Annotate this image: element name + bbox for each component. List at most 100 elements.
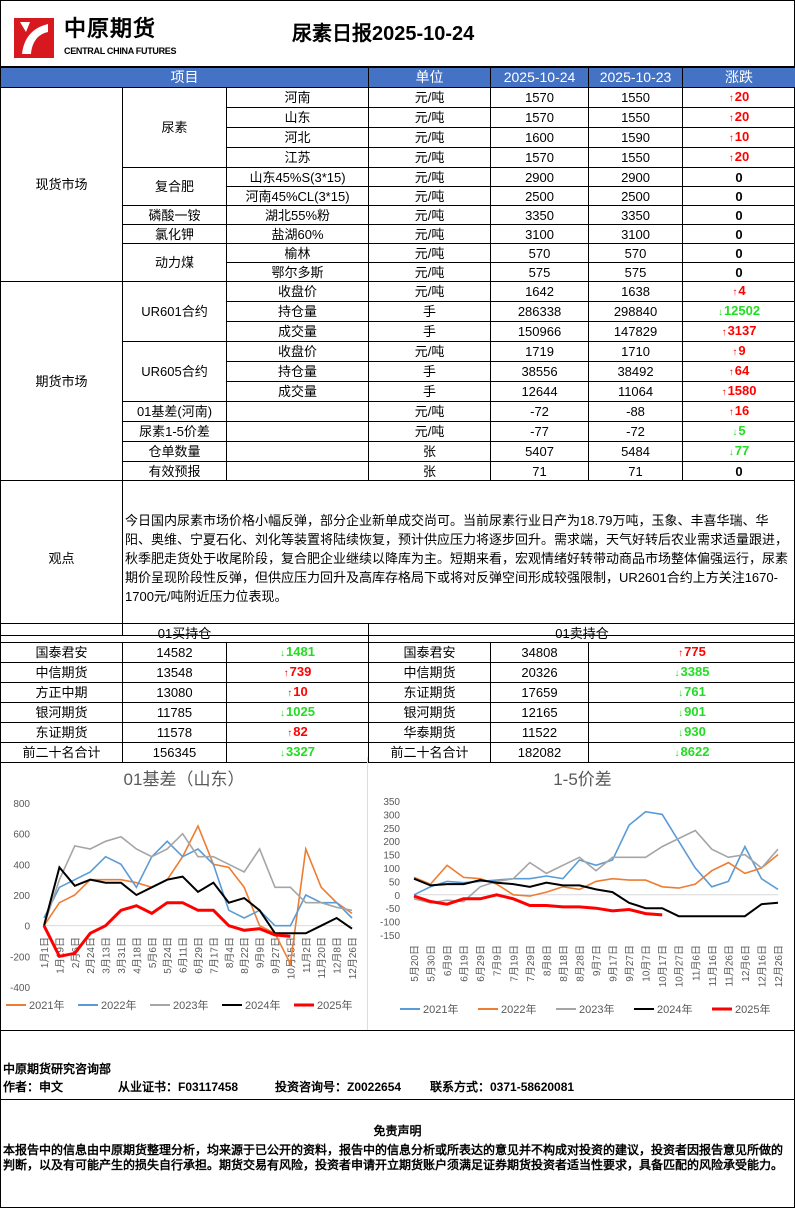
change-cell: ↑3137: [682, 321, 795, 342]
unit-cell: 元/吨: [368, 147, 492, 168]
change-cell: 0: [682, 205, 795, 225]
change-value: 0: [735, 188, 743, 204]
buy-value: 14582: [122, 642, 227, 663]
legend-label: 2025年: [317, 998, 352, 1012]
change-cell: ↑82: [226, 722, 369, 743]
date1-value: 71: [490, 461, 590, 481]
change-value: 20: [734, 109, 750, 124]
view-label: 观点: [0, 480, 123, 636]
change-value: 1025: [286, 704, 315, 719]
footer-info: 中原期货研究咨询部 作者：申文 从业证书：F03117458 投资咨询号：Z00…: [0, 1030, 795, 1100]
change-value: 64: [734, 363, 750, 378]
change-cell: ↓3327: [226, 742, 369, 763]
unit-cell: 张: [368, 461, 492, 481]
charts-area: 01基差（山东） 800 600 400 200 0 -200 -400 1月1日 1月19日 2月…: [0, 757, 795, 1030]
x-tick-label: 10月7日: [641, 945, 653, 982]
change-value: 930: [684, 724, 706, 739]
change-cell: 0: [682, 461, 795, 481]
arrow-up-icon: ↑: [721, 327, 727, 338]
arrow-down-icon: ↓: [674, 748, 680, 759]
change-value: 3137: [727, 323, 757, 338]
x-tick-label: 5月30日: [426, 945, 438, 982]
arrow-down-icon: ↓: [674, 668, 680, 679]
header-date1: 2025-10-24: [490, 67, 590, 88]
x-tick-label: 8月28日: [574, 945, 586, 982]
disclaimer-title: 免责声明: [373, 1124, 422, 1138]
date1-value: 2500: [490, 186, 590, 206]
group-label: 氯化钾: [122, 224, 227, 244]
date2-value: 1590: [588, 127, 684, 148]
date1-value: -72: [490, 401, 590, 422]
change-value: 10: [734, 129, 750, 144]
series-line-2025年: [42, 901, 291, 958]
x-tick-label: 8月18日: [558, 945, 570, 982]
change-cell: 0: [682, 167, 795, 187]
arrow-up-icon: ↑: [728, 407, 734, 418]
arrow-up-icon: ↑: [732, 347, 738, 358]
arrow-down-icon: ↓: [678, 728, 684, 739]
change-value: 20: [734, 89, 750, 104]
buy-broker: 国泰君安: [0, 642, 123, 663]
x-tick-label: 7月19日: [508, 945, 520, 982]
item-name: 江苏: [225, 147, 370, 168]
unit-cell: 元/吨: [368, 243, 492, 263]
date1-value: 1642: [490, 281, 590, 302]
date1-value: 1570: [490, 87, 590, 108]
unit-cell: 元/吨: [368, 421, 492, 442]
market-data-table: 项目 单位 2025-10-24 2025-10-23 涨跌 现货市场 尿素 河南元…: [0, 67, 795, 636]
change-cell: ↓1025: [226, 702, 369, 723]
sell-broker: 银河期货: [368, 702, 491, 723]
change-value: 1580: [727, 383, 757, 398]
date1-value: 3350: [490, 205, 590, 225]
item-name: 河南: [225, 87, 370, 108]
x-tick-label: 5月6日: [147, 937, 159, 968]
group-label: 尿素1-5价差: [122, 421, 227, 442]
x-tick-label: 5月24日: [162, 937, 174, 974]
series-line-2023年: [413, 829, 779, 904]
item-name: 湖北55%粉: [225, 205, 370, 225]
holdings-title-row: 01买持仓 01卖持仓: [0, 623, 795, 643]
date2-value: 11064: [588, 381, 684, 402]
change-value: 12502: [723, 303, 761, 318]
sell-value: 182082: [490, 742, 589, 763]
item-name: 收盘价: [225, 281, 370, 302]
date2-value: 38492: [588, 361, 684, 382]
unit-cell: 元/吨: [368, 186, 492, 206]
header-date2: 2025-10-23: [588, 67, 684, 88]
unit-cell: 元/吨: [368, 281, 492, 302]
arrow-up-icon: ↑: [732, 287, 738, 298]
x-tick-label: 12月26日: [347, 937, 359, 979]
change-cell: 0: [682, 186, 795, 206]
sell-value: 20326: [490, 662, 589, 683]
date1-value: 3100: [490, 224, 590, 244]
section-label: 期货市场: [0, 281, 123, 481]
sell-broker: 华泰期货: [368, 722, 491, 743]
date1-value: 12644: [490, 381, 590, 402]
x-tick-label: 6月29日: [193, 937, 205, 974]
buy-value: 11578: [122, 722, 227, 743]
y-tick-label: -50: [386, 904, 401, 915]
chart-title: 1-5价差: [553, 770, 612, 789]
table-row: 复合肥 山东45%S(3*15) 元/吨 2900 2900 0: [1, 167, 795, 206]
unit-cell: 元/吨: [368, 224, 492, 244]
x-tick-label: 7月9日: [492, 945, 504, 976]
change-value: 20: [734, 149, 750, 164]
x-tick-label: 2月24日: [85, 937, 97, 974]
x-tick-label: 9月7日: [591, 945, 603, 976]
legend-label: 2023年: [173, 998, 208, 1012]
author: 作者：申文: [3, 1080, 64, 1094]
spread-chart: 1-5价差 350 300 250 200 150 100 50 0 -50 -100 -150 5月2…: [380, 770, 785, 1016]
change-value: 9: [738, 343, 746, 358]
x-tick-label: 12月26日: [773, 945, 785, 987]
change-value: 4: [738, 283, 746, 298]
change-cell: ↑739: [226, 662, 369, 683]
date1-value: -77: [490, 421, 590, 442]
change-value: 82: [293, 724, 308, 739]
unit-cell: 元/吨: [368, 107, 492, 128]
date1-value: 575: [490, 262, 590, 282]
report-header: 中原期货 CENTRAL CHINA FUTURES 尿素日报2025-10-2…: [0, 0, 795, 67]
change-value: 0: [735, 264, 743, 280]
group-label: UR605合约: [122, 341, 227, 402]
change-cell: ↓77: [682, 441, 795, 462]
